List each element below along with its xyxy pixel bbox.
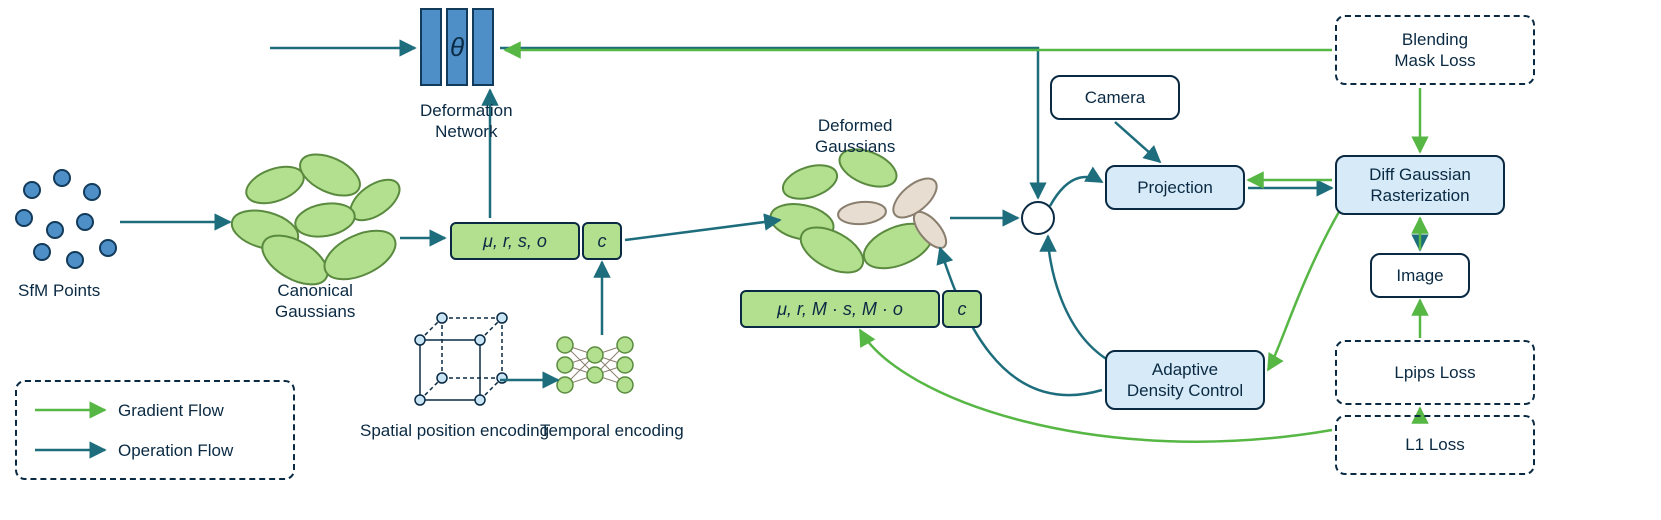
deformed-c-pill: c (942, 290, 982, 328)
canonical-params-pill: μ, r, s, o (450, 222, 580, 260)
canonical-gaussians-label: Canonical Gaussians (275, 280, 355, 323)
adaptive-density-label: Adaptive Density Control (1127, 359, 1243, 402)
canonical-c-text: c (598, 231, 607, 252)
legend-box (15, 380, 295, 480)
projection-label: Projection (1137, 177, 1213, 198)
sfm-points-label: SfM Points (18, 280, 100, 301)
canonical-params-text: μ, r, s, o (483, 231, 547, 252)
deformed-gaussians-label: Deformed Gaussians (815, 115, 895, 158)
temporal-enc-label: Temporal encoding (540, 420, 684, 441)
legend-grad-label: Gradient Flow (118, 400, 224, 421)
legend-op-label: Operation Flow (118, 440, 233, 461)
diff-raster-box: Diff Gaussian Rasterization (1335, 155, 1505, 215)
blending-mask-loss-label: Blending Mask Loss (1394, 29, 1475, 72)
deformed-c-text: c (958, 299, 967, 320)
image-label: Image (1396, 265, 1443, 286)
l1-loss-box: L1 Loss (1335, 415, 1535, 475)
lpips-loss-box: Lpips Loss (1335, 340, 1535, 405)
canonical-c-pill: c (582, 222, 622, 260)
blending-mask-loss-box: Blending Mask Loss (1335, 15, 1535, 85)
adaptive-density-box: Adaptive Density Control (1105, 350, 1265, 410)
deform-network-label: Deformation Network (420, 100, 513, 143)
camera-box: Camera (1050, 75, 1180, 120)
camera-label: Camera (1085, 87, 1145, 108)
lpips-loss-label: Lpips Loss (1394, 362, 1475, 383)
l1-loss-label: L1 Loss (1405, 434, 1465, 455)
theta-block: θ (420, 8, 494, 86)
deformed-params-pill: μ, r, M · s, M · o (740, 290, 940, 328)
deformed-params-text: μ, r, M · s, M · o (777, 299, 903, 320)
image-box: Image (1370, 253, 1470, 298)
diff-raster-label: Diff Gaussian Rasterization (1369, 164, 1471, 207)
theta-symbol: θ (450, 32, 464, 63)
spatial-enc-label: Spatial position encoding (360, 420, 549, 441)
projection-box: Projection (1105, 165, 1245, 210)
